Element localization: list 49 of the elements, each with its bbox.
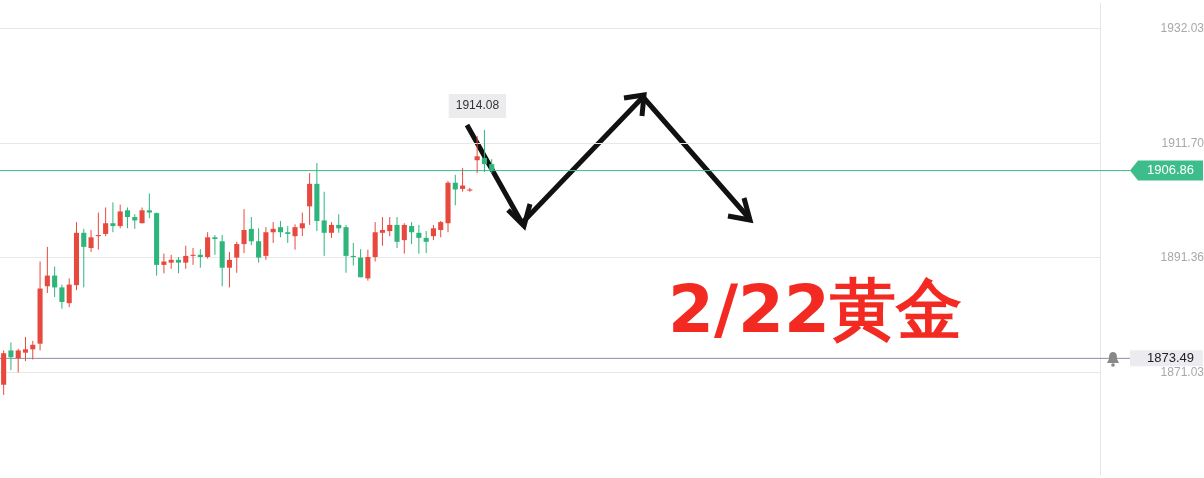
candlestick xyxy=(59,284,65,310)
candlestick xyxy=(307,172,313,226)
candlestick xyxy=(197,248,203,269)
candlestick xyxy=(226,251,233,288)
candlestick xyxy=(292,223,298,251)
candlestick xyxy=(358,248,364,278)
y-tick-label: 1932.03 xyxy=(1160,21,1204,36)
candlestick xyxy=(263,226,269,261)
candlestick xyxy=(241,208,247,254)
candlestick xyxy=(212,234,218,256)
candlestick xyxy=(423,230,429,254)
candlestick xyxy=(467,187,473,193)
candlestick xyxy=(248,216,254,246)
candlestick xyxy=(103,206,109,237)
candlestick xyxy=(81,228,87,288)
candlestick xyxy=(146,192,152,219)
candlestick xyxy=(110,201,116,233)
y-tick-label: 1911.70 xyxy=(1161,135,1204,150)
candlestick xyxy=(299,212,305,237)
candlestick xyxy=(117,204,123,229)
candlestick xyxy=(8,342,14,371)
candlestick xyxy=(22,336,29,362)
candlestick xyxy=(88,229,94,253)
candlestick xyxy=(416,224,422,255)
candlestick xyxy=(44,246,50,294)
candlestick xyxy=(401,222,407,255)
ref-line-label: 1873.49 xyxy=(1147,349,1194,365)
candlestick xyxy=(15,348,21,373)
candlestick xyxy=(124,206,131,229)
candlestick xyxy=(365,249,371,282)
annotation: 2/22黄金 xyxy=(668,270,962,350)
candlestick xyxy=(66,277,72,308)
candlestick xyxy=(394,216,400,249)
candlestick xyxy=(190,247,196,266)
ref-line-label: 1906.86 xyxy=(1147,162,1194,178)
candlestick xyxy=(474,135,480,174)
candlestick xyxy=(409,221,415,245)
candlestick xyxy=(387,216,393,237)
candlestick xyxy=(52,266,58,298)
candlestick xyxy=(183,245,189,270)
y-tick-label: 1891.36 xyxy=(1160,250,1204,265)
candlestick xyxy=(321,191,327,257)
y-tick-label: 1871.03 xyxy=(1160,364,1204,379)
candlestick xyxy=(205,231,211,260)
annotation: 1914.08 xyxy=(455,98,500,113)
candlestick xyxy=(379,216,385,247)
candlestick xyxy=(481,129,487,173)
candlestick xyxy=(256,227,262,264)
candlestick xyxy=(234,241,240,274)
